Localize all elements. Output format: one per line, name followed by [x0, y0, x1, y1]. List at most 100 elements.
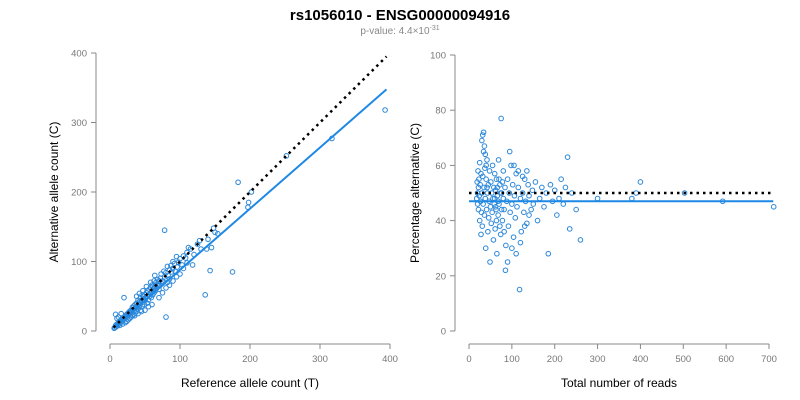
data-point	[547, 181, 554, 188]
data-point	[573, 206, 579, 213]
data-point	[483, 176, 489, 182]
data-point	[517, 195, 524, 202]
y-axis-label: Alternative allele count (C)	[47, 122, 61, 263]
data-point	[382, 107, 388, 113]
y-tick-label: 300	[71, 118, 87, 129]
x-tick-label: 300	[312, 354, 328, 365]
data-point	[629, 195, 635, 202]
right-scatter-panel: 0 100 200 300 400 500 600 700 0 20 40 60 80 100 Total …	[408, 51, 777, 391]
data-point	[491, 170, 498, 177]
x-tick-label: 300	[590, 354, 606, 365]
data-point	[483, 162, 489, 169]
data-point	[491, 184, 497, 191]
p-value-exponent: -31	[430, 25, 440, 32]
data-point	[518, 228, 525, 235]
data-point	[534, 217, 541, 224]
data-point	[207, 267, 213, 274]
data-point	[499, 179, 506, 185]
data-point	[485, 228, 491, 235]
data-point	[161, 227, 168, 234]
data-point	[498, 206, 505, 213]
data-point	[496, 176, 502, 182]
data-point	[112, 324, 118, 331]
data-point	[156, 294, 162, 301]
data-point	[521, 223, 528, 229]
data-point	[526, 212, 532, 218]
data-point	[482, 151, 489, 158]
data-point	[521, 209, 527, 216]
data-point	[152, 272, 158, 279]
data-point	[528, 206, 534, 213]
data-point	[482, 245, 489, 251]
y-tick-label: 400	[71, 49, 87, 60]
data-point	[489, 209, 495, 216]
data-point	[118, 310, 124, 317]
data-point	[478, 231, 484, 238]
data-point	[476, 217, 483, 224]
data-point	[147, 293, 153, 300]
data-point	[474, 179, 480, 185]
data-point	[515, 168, 522, 174]
data-point	[481, 212, 488, 218]
data-point	[495, 157, 502, 163]
data-point	[487, 259, 493, 265]
data-point	[524, 168, 530, 174]
data-point	[487, 204, 494, 210]
data-point	[485, 215, 492, 221]
data-point	[480, 148, 487, 155]
chart-title: rs1056010 - ENSG00000094916	[290, 7, 510, 24]
data-point	[492, 204, 499, 210]
data-point	[473, 195, 480, 202]
data-point	[159, 289, 166, 296]
data-point	[529, 187, 536, 194]
data-point	[505, 223, 512, 229]
data-point	[539, 184, 545, 191]
data-point	[495, 212, 501, 218]
data-point	[229, 269, 236, 275]
data-point	[484, 184, 490, 191]
data-point	[509, 181, 516, 188]
data-point	[478, 209, 485, 216]
data-point	[517, 239, 524, 246]
data-point	[637, 179, 644, 185]
data-point	[184, 249, 190, 256]
data-point	[475, 168, 481, 174]
data-point	[509, 201, 515, 207]
data-point	[525, 181, 531, 188]
data-point	[577, 237, 584, 243]
data-point	[519, 173, 526, 180]
data-point	[493, 206, 499, 213]
x-tick-label: 100	[504, 354, 520, 365]
y-tick-label: 0	[441, 327, 446, 338]
data-point	[510, 234, 517, 240]
data-point	[506, 190, 513, 196]
x-tick-label: 200	[547, 354, 563, 365]
data-point	[514, 204, 520, 210]
data-point	[486, 168, 493, 174]
data-point	[151, 278, 157, 284]
data-point	[248, 189, 255, 195]
data-point	[131, 312, 138, 319]
data-point	[536, 195, 543, 202]
data-point	[489, 162, 496, 169]
y-axis-label: Percentage alternative (C)	[408, 123, 422, 263]
data-point	[512, 215, 519, 221]
data-point	[515, 184, 522, 191]
data-point	[482, 195, 489, 202]
data-point	[235, 179, 241, 186]
data-point	[166, 282, 173, 288]
data-point	[121, 294, 127, 301]
data-point	[170, 258, 176, 265]
data-point	[163, 314, 169, 320]
data-point	[474, 190, 481, 196]
data-point	[497, 223, 503, 229]
data-point	[488, 220, 495, 227]
data-point	[545, 250, 552, 257]
data-point	[145, 303, 152, 310]
regression-fit-line	[112, 88, 388, 329]
data-point	[205, 236, 211, 243]
data-point	[173, 273, 180, 280]
x-tick-label: 400	[382, 354, 398, 365]
data-point	[133, 293, 140, 300]
data-point	[142, 307, 148, 313]
